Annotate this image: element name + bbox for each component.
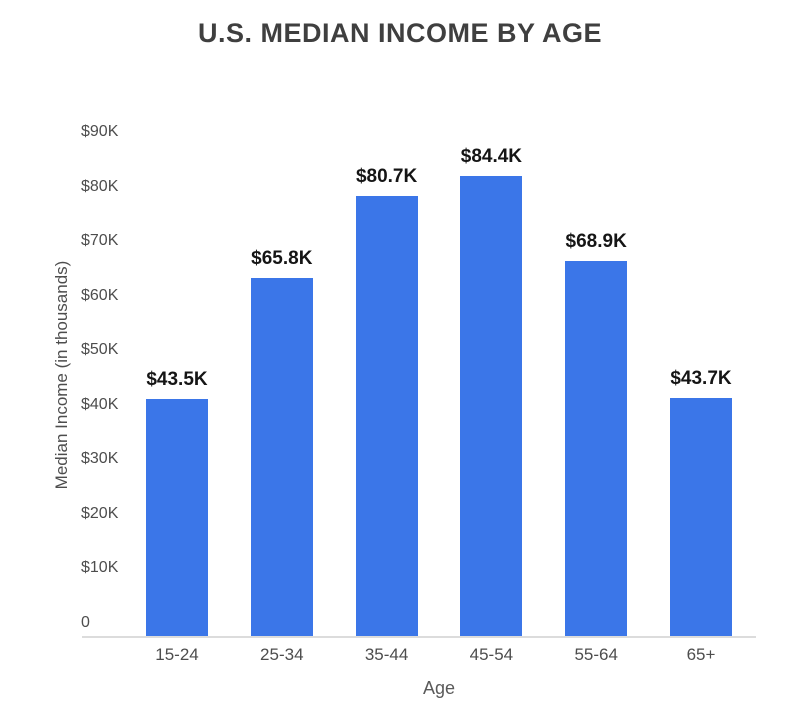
chart-title: U.S. MEDIAN INCOME BY AGE xyxy=(197,18,603,48)
bar-value-label: $65.8K xyxy=(251,247,313,269)
bar-value-label: $68.9K xyxy=(565,230,627,252)
y-tick-label: $50K xyxy=(81,341,119,358)
bar-55-64 xyxy=(565,260,628,637)
y-tick-label: $60K xyxy=(81,286,119,304)
bar-65+ xyxy=(670,398,732,637)
x-tick-label: 65+ xyxy=(686,645,716,664)
bar-value-label: $80.7K xyxy=(355,166,418,188)
x-axis-line xyxy=(82,636,756,638)
bar-15-24 xyxy=(146,399,208,637)
x-tick-label: 45-54 xyxy=(469,645,514,664)
bar-25-34 xyxy=(250,277,313,637)
x-tick-label: 55-64 xyxy=(574,645,618,664)
y-tick-label: $20K xyxy=(81,504,119,522)
y-tick-label: $10K xyxy=(81,559,119,576)
bar-35-44 xyxy=(355,196,418,637)
y-tick-label: $80K xyxy=(81,177,119,195)
y-tick-label: $90K xyxy=(81,123,119,140)
x-axis-title: Age xyxy=(422,678,456,698)
x-tick-label: 25-34 xyxy=(260,645,304,664)
y-axis-title: Median Income (in thousands) xyxy=(52,260,71,490)
y-tick-label: $70K xyxy=(81,232,119,249)
y-tick-label: $30K xyxy=(81,450,119,467)
x-tick-label: 15-24 xyxy=(155,645,199,664)
y-tick-label: $40K xyxy=(81,395,119,413)
bar-value-label: $84.4K xyxy=(460,146,523,168)
y-tick-label: 0 xyxy=(81,613,90,631)
bar-45-54 xyxy=(460,176,523,637)
bar-value-label: $43.7K xyxy=(670,368,732,390)
x-tick-label: 35-44 xyxy=(364,645,409,664)
bar-value-label: $43.5K xyxy=(146,369,208,391)
